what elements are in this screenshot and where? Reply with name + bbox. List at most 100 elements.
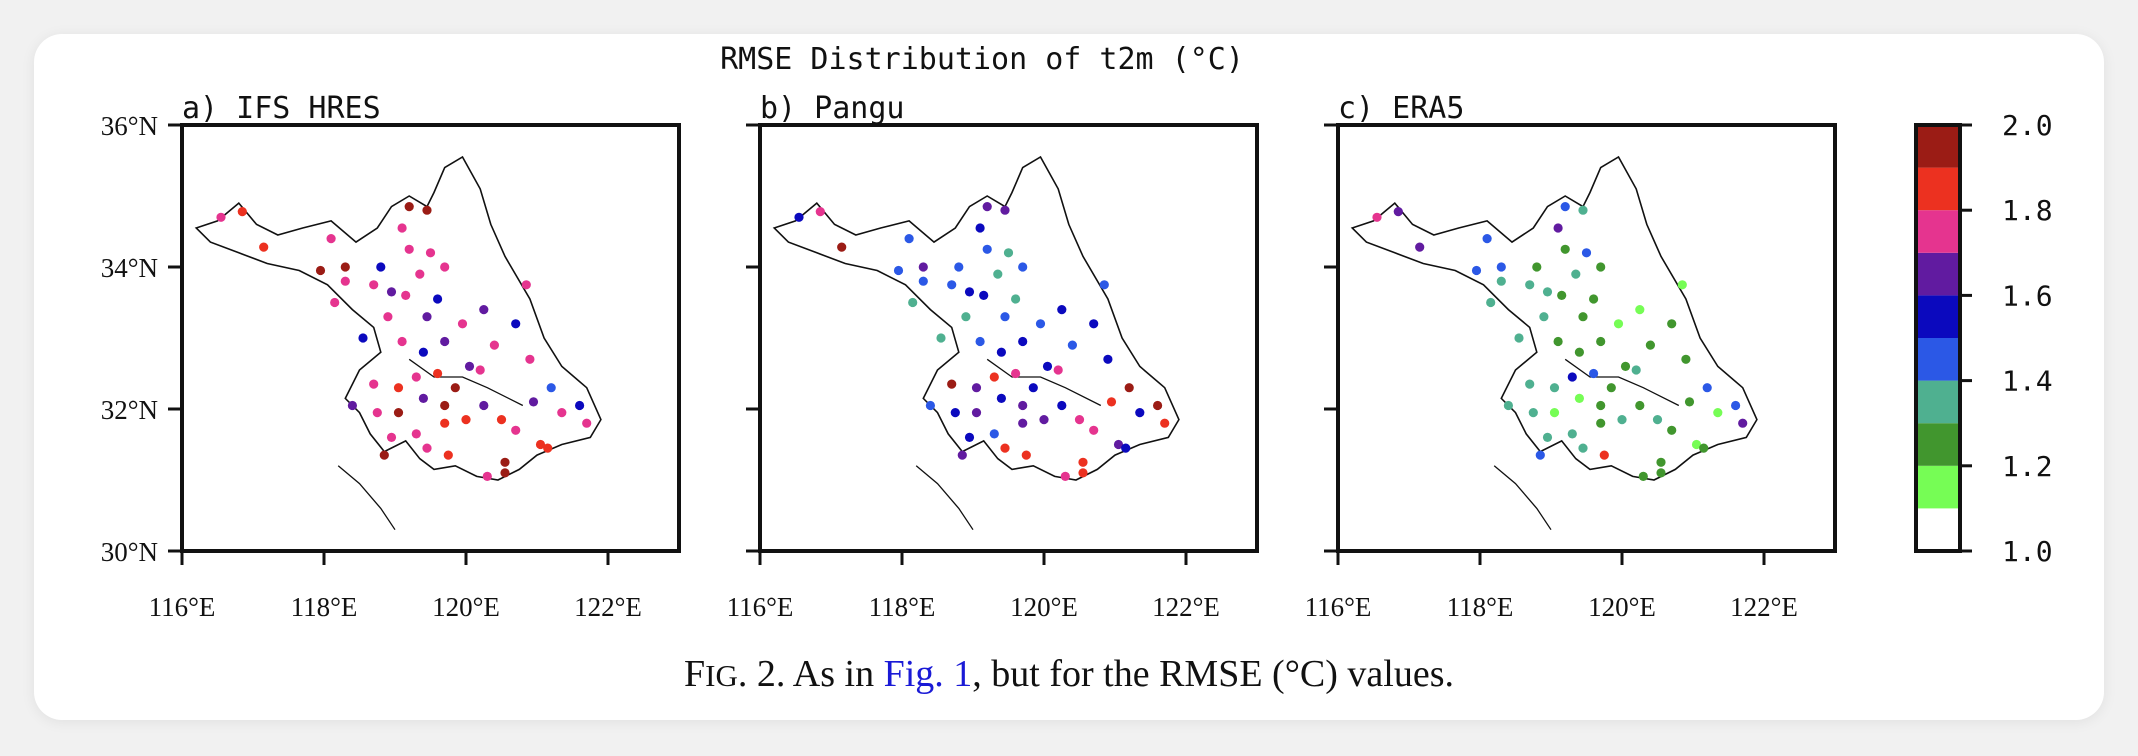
station-point — [1645, 340, 1655, 350]
station-point — [440, 400, 450, 411]
station-point — [989, 429, 999, 439]
colorbar-tick-label: 1.4 — [2002, 365, 2053, 398]
station-point — [237, 207, 247, 217]
station-point — [1620, 361, 1631, 371]
station-point — [1482, 234, 1492, 244]
station-point — [496, 415, 507, 425]
station-point — [964, 432, 975, 442]
station-point — [1000, 205, 1010, 215]
chart-title: RMSE Distribution of t2m (°C) — [720, 42, 1244, 77]
panel-c-label: c) ERA5 — [1338, 91, 1464, 126]
caption-fig1-link[interactable]: Fig. 1 — [883, 653, 973, 695]
station-point — [330, 297, 340, 308]
station-point — [971, 383, 982, 393]
station-point — [971, 408, 982, 418]
station-point — [443, 450, 453, 460]
station-point — [582, 418, 592, 428]
station-point — [982, 244, 992, 254]
station-point — [1667, 425, 1677, 435]
station-point — [936, 333, 946, 343]
x-tick-label: 120°E — [432, 592, 500, 622]
station-point — [1089, 425, 1099, 435]
station-point — [1528, 408, 1538, 418]
station-point — [440, 418, 450, 428]
station-point — [1042, 361, 1053, 371]
station-point — [1553, 223, 1563, 233]
colorbar-swatch — [1916, 252, 1960, 296]
station-point — [401, 290, 411, 300]
colorbar-swatch — [1916, 125, 1960, 168]
station-point — [404, 244, 414, 254]
station-point — [1393, 207, 1403, 217]
x-tick-label: 122°E — [1730, 592, 1798, 622]
station-point — [1581, 248, 1592, 258]
station-point — [1018, 400, 1028, 411]
station-point — [326, 234, 336, 244]
station-point — [411, 372, 421, 382]
colorbar-swatch — [1916, 423, 1960, 466]
station-point — [1691, 439, 1702, 450]
caption-prefix: . 2. As in — [737, 653, 884, 695]
caption-fig-smallcaps: IG — [705, 658, 738, 693]
station-point — [315, 265, 326, 276]
figure-card — [34, 34, 2104, 720]
station-point — [535, 439, 546, 450]
panel-b-pangu: b) Pangu 116°E 118°E 120°E 122°E — [727, 91, 1259, 622]
station-point — [989, 372, 999, 382]
station-point — [1099, 280, 1109, 290]
station-point — [908, 297, 918, 308]
panel-a-ifs-hres: a) IFS HRES 116°E 118°E 120°E 122°E 30°N 32°N… — [101, 91, 681, 622]
station-point — [947, 379, 957, 389]
colorbar: 1.0 1.2 1.4 1.6 1.8 2.0 — [1914, 109, 2053, 568]
station-point — [996, 393, 1007, 403]
station-point — [979, 290, 989, 300]
station-point — [511, 425, 521, 435]
x-tick-label: 116°E — [149, 592, 216, 622]
station-point — [925, 400, 936, 411]
station-point — [950, 408, 960, 418]
station-point — [1539, 312, 1549, 322]
station-point — [1677, 280, 1687, 290]
station-point — [479, 400, 489, 411]
y-tick-label: 30°N — [101, 537, 158, 567]
station-point — [457, 319, 468, 329]
station-point — [369, 280, 379, 290]
station-point — [1106, 397, 1117, 407]
boundary-line-0 — [1564, 358, 1680, 407]
station-point — [521, 280, 531, 290]
station-point — [1535, 450, 1545, 460]
station-point — [1372, 212, 1382, 222]
station-point — [1471, 265, 1482, 276]
station-point — [1053, 365, 1063, 375]
station-point — [1656, 468, 1666, 478]
station-point — [1078, 468, 1088, 478]
station-point — [1021, 450, 1031, 460]
station-point — [1560, 202, 1570, 212]
colorbar-swatch — [1916, 295, 1960, 338]
station-point — [557, 408, 567, 418]
station-point — [1514, 333, 1524, 343]
x-tick-label: 116°E — [1305, 592, 1372, 622]
station-point — [500, 468, 510, 478]
station-point — [1596, 418, 1606, 428]
station-point — [1000, 443, 1010, 453]
station-point — [1638, 471, 1648, 481]
station-point — [1525, 379, 1535, 389]
caption-fig-initial: F — [684, 653, 706, 695]
station-point — [1113, 439, 1124, 450]
station-point — [464, 361, 475, 371]
station-point — [1589, 294, 1599, 304]
station-point — [1571, 269, 1581, 279]
station-point — [376, 262, 386, 272]
panel-b-label: b) Pangu — [760, 91, 905, 126]
x-tick-label: 122°E — [574, 592, 642, 622]
colorbar-swatch — [1916, 465, 1960, 509]
station-point — [1560, 244, 1570, 254]
station-point — [1702, 383, 1712, 393]
x-tick-label: 120°E — [1010, 592, 1078, 622]
station-point — [1078, 457, 1088, 467]
station-point — [422, 205, 432, 215]
station-point — [404, 202, 414, 212]
region-outline — [194, 155, 602, 481]
station-point — [1681, 354, 1691, 364]
